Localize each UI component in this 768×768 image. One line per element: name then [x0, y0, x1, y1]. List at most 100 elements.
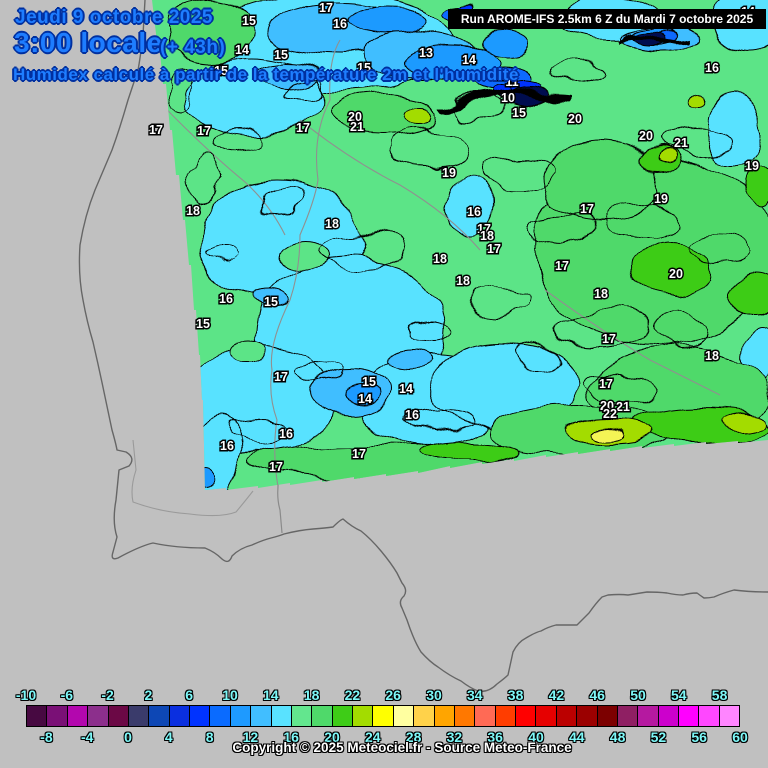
scale-cell-7 [168, 705, 190, 727]
humidex-value-label: 21 [674, 136, 688, 150]
scale-cell-1 [46, 705, 68, 727]
humidex-value-label: 22 [603, 407, 617, 421]
subtitle-label: Humidex calculé à partir de la températu… [13, 65, 519, 84]
humidex-value-label: 17 [269, 460, 283, 474]
scale-cell-27 [576, 705, 598, 727]
humidex-value-label: 20 [639, 129, 653, 143]
humidex-value-label: 20 [600, 399, 614, 413]
scale-tick: 4 [164, 729, 173, 745]
humidex-value-label: 20 [348, 110, 362, 124]
scale-tick: 34 [467, 687, 483, 703]
scale-cell-16 [352, 705, 374, 727]
humidex-value-label: 15 [242, 14, 256, 28]
scale-cell-19 [413, 705, 435, 727]
scale-cell-20 [433, 705, 455, 727]
scale-cell-10 [229, 705, 252, 727]
humidex-value-label: 18 [186, 204, 200, 218]
scale-tick: 38 [507, 687, 524, 703]
humidex-value-label: 14 [399, 382, 413, 396]
humidex-value-label: 20 [669, 267, 683, 281]
humidex-value-label: 10 [501, 91, 515, 105]
scale-tick: 40 [528, 729, 544, 745]
scale-tick: 14 [263, 687, 279, 703]
scale-tick: -6 [60, 687, 74, 703]
model-domain [152, 0, 768, 490]
local-time-label: 3:00 locale [14, 27, 163, 58]
humidex-value-label: 11 [505, 75, 518, 89]
scale-cell-23 [494, 705, 516, 727]
scale-tick: 20 [324, 729, 340, 745]
scale-tick: 24 [365, 729, 381, 745]
scale-tick: 6 [185, 687, 194, 703]
scale-cell-5 [127, 705, 150, 727]
humidex-value-label: 18 [456, 274, 470, 288]
humidex-value-label: 20 [568, 112, 582, 126]
humidex-value-label: 16 [220, 439, 234, 453]
scale-cell-18 [392, 705, 415, 727]
copyright-label: Copyright © 2025 Meteociel.fr - Source M… [232, 740, 572, 755]
scale-tick: 26 [385, 687, 401, 703]
inner-border-paths [152, 39, 721, 488]
humidex-value-label: 18 [594, 287, 608, 301]
humidex-value-label: 15 [196, 317, 210, 331]
humidex-value-label: 14 [358, 392, 372, 406]
humidex-value-label: 16 [405, 408, 419, 422]
scale-cell-29 [616, 705, 639, 727]
humidex-value-label: 17 [197, 124, 211, 138]
scale-cell-32 [678, 705, 700, 727]
scale-tick: -10 [15, 687, 37, 703]
scale-tick: 30 [426, 687, 442, 703]
scale-tick: 54 [671, 687, 687, 703]
humidex-value-label: 21 [616, 400, 630, 414]
humidex-value-label: 14 [462, 53, 476, 67]
humidex-value-label: 17 [602, 332, 616, 346]
scale-cell-4 [107, 705, 129, 727]
scale-tick: 22 [344, 687, 361, 703]
humidex-value-label: 17 [477, 222, 491, 236]
humidex-value-label: 16 [279, 427, 293, 441]
scale-cell-13 [290, 705, 313, 727]
humidex-value-label: 16 [467, 205, 481, 219]
humidex-value-label: 17 [149, 123, 163, 137]
scale-tick: 48 [609, 729, 626, 745]
date-label: Jeudi 9 octobre 2025 [15, 7, 213, 28]
scale-tick: 2 [144, 687, 153, 703]
humidex-value-label: 12 [491, 69, 505, 83]
scale-tick: 56 [691, 729, 707, 745]
scale-cell-33 [698, 705, 720, 727]
humidex-value-label: 14 [235, 43, 249, 57]
scale-cell-34 [718, 705, 741, 727]
humidex-value-label: 18 [433, 252, 447, 266]
scale-cell-8 [189, 705, 211, 727]
scale-tick: 36 [487, 729, 503, 745]
scale-cell-12 [270, 705, 292, 727]
model-run-banner: Run AROME-IFS 2.5km 6 Z du Mardi 7 octob… [448, 9, 766, 29]
humidex-value-label: 15 [274, 48, 288, 62]
scale-tick: 46 [589, 687, 605, 703]
humidex-value-label: 19 [654, 192, 668, 206]
humidex-value-label: 17 [487, 242, 501, 256]
humidex-value-label: 15 [512, 106, 526, 120]
scale-cell-2 [66, 705, 89, 727]
humidex-value-label: 15 [362, 375, 376, 389]
humidex-value-label: 16 [333, 17, 347, 31]
scale-cell-25 [535, 705, 557, 727]
scale-tick: 10 [222, 687, 238, 703]
scale-tick: 18 [303, 687, 320, 703]
scale-tick: 16 [283, 729, 299, 745]
scale-cell-6 [148, 705, 170, 727]
scale-tick: 12 [242, 729, 259, 745]
scale-cell-24 [515, 705, 537, 727]
scale-tick: 8 [205, 729, 214, 745]
humidex-value-label: 17 [352, 447, 366, 461]
scale-cell-22 [474, 705, 496, 727]
humidex-value-label: 18 [705, 349, 719, 363]
humidex-value-label: 18 [480, 229, 494, 243]
scale-cell-21 [453, 705, 476, 727]
humidex-value-label: 17 [274, 370, 288, 384]
humidex-value-label: 15 [357, 61, 371, 75]
humidex-value-label: 21 [350, 120, 364, 134]
humidex-value-label: 18 [325, 217, 339, 231]
